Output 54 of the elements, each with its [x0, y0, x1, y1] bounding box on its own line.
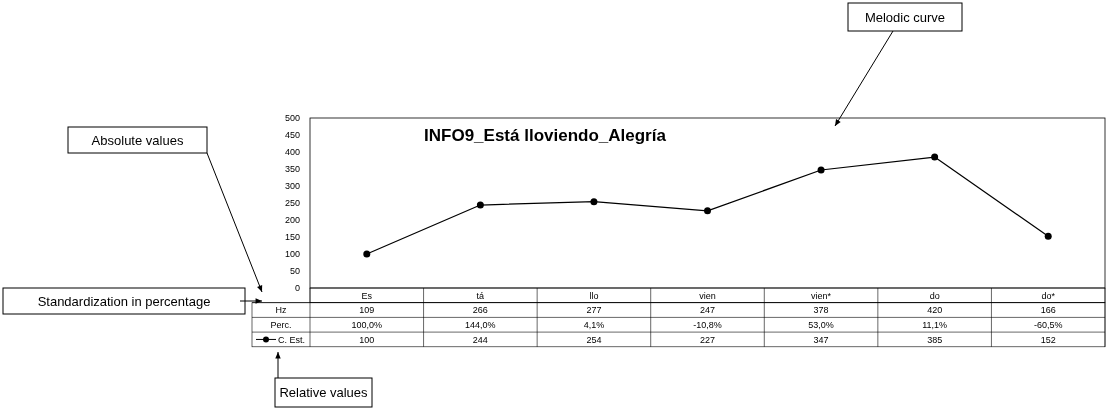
- point: [476, 201, 484, 209]
- text: 266: [472, 305, 488, 316]
- data-label: 227: [699, 334, 716, 345]
- text: Absolute values: [91, 132, 184, 148]
- y-tick-label: 250: [284, 198, 300, 209]
- x-tick-label: do*: [1041, 290, 1056, 301]
- x-tick-label: do: [929, 290, 940, 301]
- y-tick-label: 500: [284, 113, 300, 124]
- point: [931, 153, 939, 161]
- text: Relative values: [279, 385, 369, 401]
- text: Hz: [275, 305, 287, 316]
- y-tick-label: 150: [284, 232, 300, 243]
- text: 166: [1040, 305, 1056, 316]
- text: Melodic curve: [864, 9, 946, 25]
- x-tick-label: llo: [589, 290, 599, 301]
- y-tick-label: 200: [284, 215, 300, 226]
- y-tick-label: 50: [289, 266, 300, 277]
- data-label: 244: [472, 334, 488, 345]
- text: Perc.: [270, 319, 292, 330]
- text: 100,0%: [351, 319, 383, 330]
- text: -60,5%: [1033, 319, 1063, 330]
- y-tick-label: 0: [294, 283, 300, 294]
- legend-label: C. Est.: [278, 334, 306, 345]
- data-label: 254: [586, 334, 602, 345]
- x-tick-label: vien*: [811, 290, 832, 301]
- text: 109: [359, 305, 375, 316]
- y-tick-label: 100: [284, 249, 300, 260]
- text: 4,1%: [583, 319, 605, 330]
- point: [704, 207, 711, 215]
- text: 420: [927, 305, 943, 316]
- text: -10,8%: [693, 319, 722, 330]
- data-label: 100: [359, 334, 375, 345]
- text: 378: [813, 305, 829, 316]
- y-tick-label: 400: [284, 147, 300, 158]
- y-tick-label: 300: [284, 181, 300, 192]
- text: 247: [699, 305, 716, 316]
- text: Standardization in percentage: [37, 293, 211, 309]
- text: 277: [586, 305, 602, 316]
- data-label: 385: [927, 334, 943, 345]
- text: 144,0%: [465, 319, 496, 330]
- point: [590, 198, 598, 206]
- text: 53,0%: [808, 319, 834, 330]
- point: [1044, 232, 1052, 240]
- y-tick-label: 450: [284, 130, 300, 141]
- point: [817, 166, 825, 174]
- x-tick-label: Es: [361, 290, 373, 301]
- point: [363, 250, 371, 258]
- data-label: 347: [813, 334, 829, 345]
- x-tick-label: vien: [699, 290, 716, 301]
- text: 11,1%: [922, 319, 948, 330]
- y-tick-label: 350: [284, 164, 300, 175]
- text: INFO9_Está lloviendo_Alegría: [424, 126, 667, 145]
- x-tick-label: tá: [476, 290, 485, 301]
- data-label: 152: [1040, 334, 1056, 345]
